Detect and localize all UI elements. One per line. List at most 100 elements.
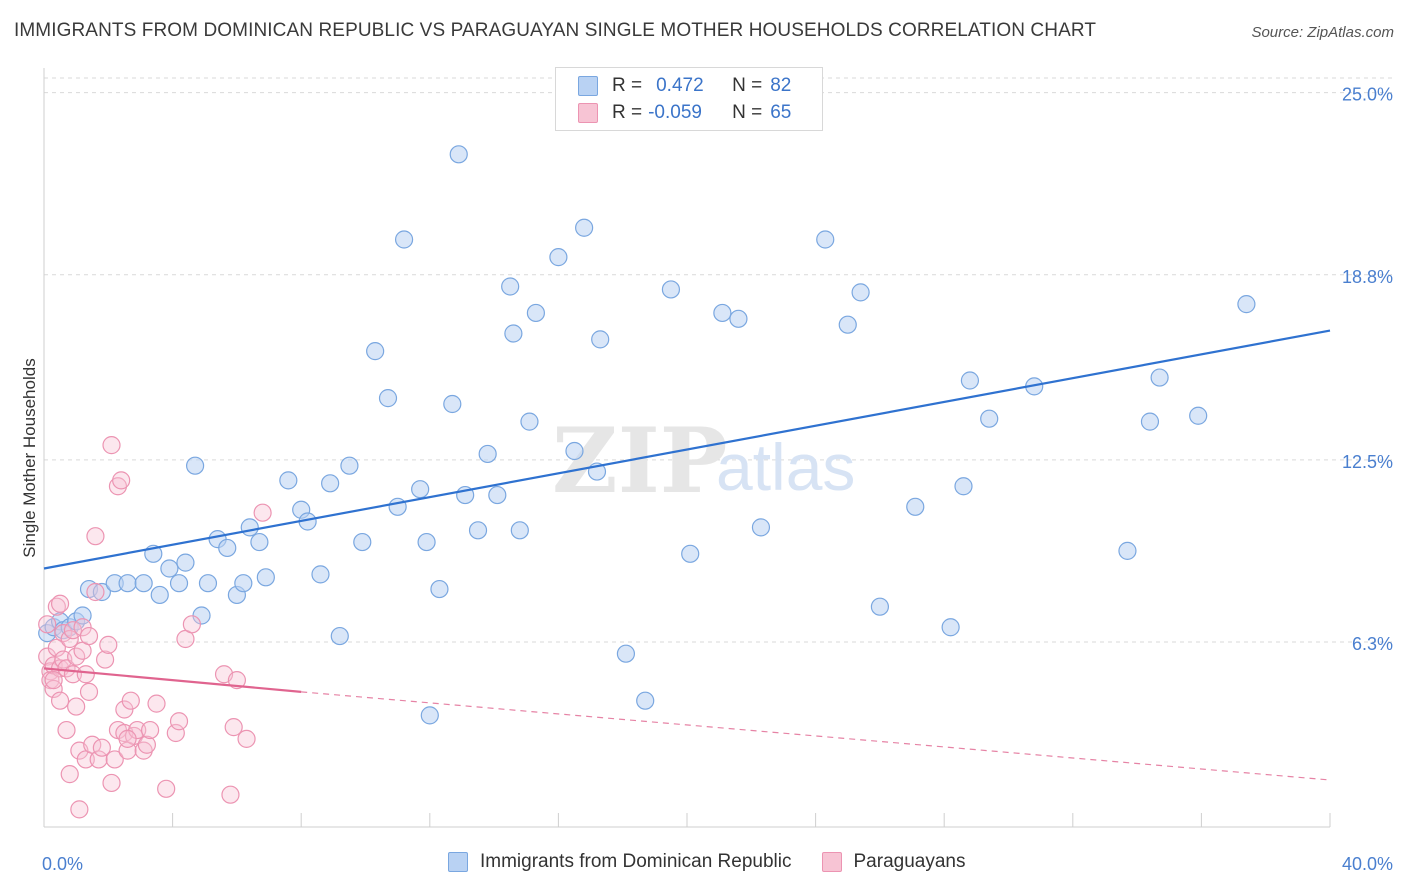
data-point-dominican xyxy=(92,582,111,602)
data-point-paraguayan xyxy=(89,750,108,769)
watermark-atlas: atlas xyxy=(716,430,855,504)
data-point-paraguayan xyxy=(105,750,124,769)
data-point-paraguayan xyxy=(118,729,137,748)
legend-swatch-blue xyxy=(578,76,598,96)
data-point-dominican xyxy=(488,485,507,505)
data-point-dominican xyxy=(218,538,237,558)
watermark-zip: ZIP xyxy=(552,408,727,514)
y-tick-label: 25.0% xyxy=(1342,85,1393,105)
legend-n-label: N = xyxy=(732,75,763,96)
data-point-paraguayan xyxy=(166,723,185,743)
data-point-dominican xyxy=(1150,368,1169,387)
data-point-dominican xyxy=(661,280,681,299)
data-point-dominican xyxy=(198,574,218,593)
data-point-dominican xyxy=(1237,295,1256,314)
data-point-paraguayan xyxy=(182,615,201,634)
data-point-paraguayan xyxy=(147,694,166,713)
trend-line-paraguayan-extrapolated xyxy=(301,691,1331,781)
data-point-dominican xyxy=(1189,406,1208,425)
data-point-paraguayan xyxy=(86,582,105,602)
data-point-dominican xyxy=(176,553,195,572)
data-point-dominican xyxy=(321,474,340,493)
data-point-dominican xyxy=(394,230,414,249)
data-point-paraguayan xyxy=(50,691,70,710)
data-point-dominican xyxy=(186,456,205,475)
legend-r-label: R = xyxy=(612,75,643,96)
series-legend-item-dominican: Immigrants from Dominican Republic xyxy=(448,851,792,873)
data-point-paraguayan xyxy=(137,735,156,754)
data-point-paraguayan xyxy=(224,718,243,737)
series-swatch-pink xyxy=(821,852,842,872)
x-tick-label: 0.0% xyxy=(42,854,83,874)
data-point-dominican xyxy=(353,532,372,552)
legend-r-value: 0.472 xyxy=(656,75,704,96)
data-point-dominican xyxy=(851,283,870,302)
data-point-dominican xyxy=(681,544,700,563)
data-point-dominican xyxy=(906,497,925,516)
data-point-paraguayan xyxy=(140,720,160,740)
data-point-paraguayan xyxy=(169,712,189,731)
y-tick-label: 18.8% xyxy=(1342,267,1393,287)
legend-r-label: R = xyxy=(612,102,643,123)
data-point-paraguayan xyxy=(70,800,89,819)
data-point-dominican xyxy=(240,518,259,537)
data-point-paraguayan xyxy=(86,527,105,546)
legend-n-value: 65 xyxy=(770,102,792,123)
trend-line-dominican xyxy=(43,329,1331,570)
data-point-dominican xyxy=(591,330,610,349)
data-point-dominican xyxy=(960,371,980,390)
data-point-dominican xyxy=(575,218,594,237)
data-point-dominican xyxy=(636,691,655,710)
data-point-dominican xyxy=(870,597,890,616)
data-point-dominican xyxy=(501,277,520,296)
data-point-dominican xyxy=(150,585,169,605)
legend-row-dominican: R = 0.472 N = 82 xyxy=(578,72,791,100)
data-point-paraguayan xyxy=(38,615,57,634)
data-point-paraguayan xyxy=(76,665,95,684)
data-point-paraguayan xyxy=(67,697,86,716)
data-point-paraguayan xyxy=(121,691,140,710)
source-label: Source: ZipAtlas.com xyxy=(1251,24,1394,41)
legend-n-value: 82 xyxy=(770,75,792,96)
data-point-dominican xyxy=(443,394,462,414)
data-point-paraguayan xyxy=(227,671,246,690)
data-point-dominican xyxy=(366,342,385,361)
data-point-dominican xyxy=(420,706,439,725)
data-point-paraguayan xyxy=(253,503,272,522)
data-point-paraguayan xyxy=(95,650,115,669)
data-point-dominican xyxy=(504,324,523,343)
legend-swatch-pink xyxy=(578,103,598,123)
series-swatch-blue xyxy=(448,852,468,872)
data-point-dominican xyxy=(816,230,835,249)
data-point-paraguayan xyxy=(92,738,111,757)
data-point-dominican xyxy=(954,477,973,496)
data-point-dominican xyxy=(478,444,497,464)
series-legend-item-paraguayan: Paraguayans xyxy=(821,851,965,873)
data-point-dominican xyxy=(1118,541,1137,560)
data-point-dominican xyxy=(417,532,436,552)
data-point-paraguayan xyxy=(99,635,118,654)
data-point-paraguayan xyxy=(79,682,99,701)
data-point-dominican xyxy=(520,412,539,431)
data-point-paraguayan xyxy=(47,597,66,616)
y-tick-label: 6.3% xyxy=(1352,634,1393,654)
data-point-dominican xyxy=(1140,412,1160,431)
data-point-paraguayan xyxy=(102,773,121,793)
data-point-dominican xyxy=(234,574,253,593)
data-point-dominican xyxy=(134,574,153,593)
data-point-dominican xyxy=(160,559,179,578)
x-tick-label: 40.0% xyxy=(1342,854,1393,874)
series-legend: Immigrants from Dominican Republic Parag… xyxy=(448,851,995,873)
data-point-paraguayan xyxy=(79,626,99,646)
data-point-dominican xyxy=(549,248,568,267)
data-point-dominican xyxy=(565,441,584,461)
data-point-paraguayan xyxy=(57,720,76,740)
data-point-dominican xyxy=(980,409,999,428)
data-point-dominican xyxy=(751,518,771,537)
data-point-paraguayan xyxy=(237,729,256,748)
data-point-paraguayan xyxy=(60,765,79,784)
series-legend-label: Immigrants from Dominican Republic xyxy=(480,851,792,872)
data-point-dominican xyxy=(411,480,430,499)
data-point-paraguayan xyxy=(221,785,240,804)
